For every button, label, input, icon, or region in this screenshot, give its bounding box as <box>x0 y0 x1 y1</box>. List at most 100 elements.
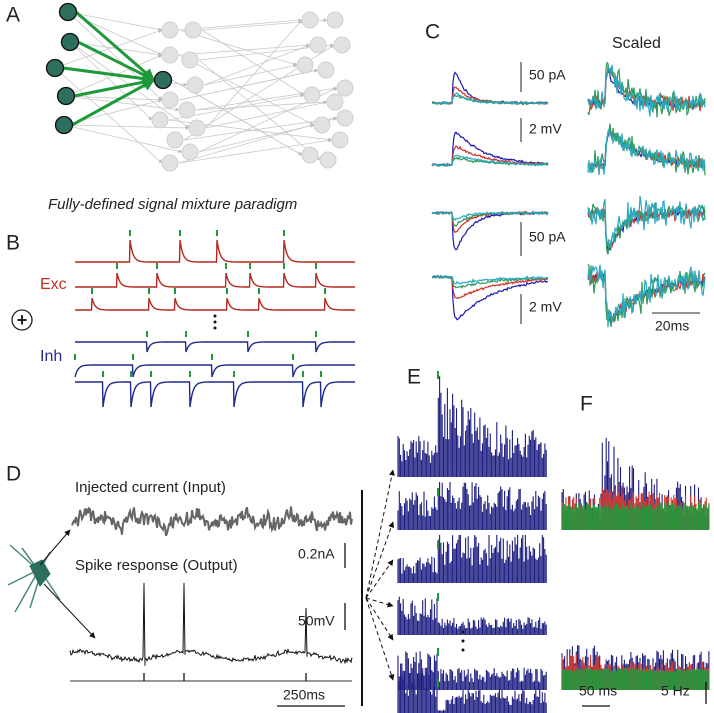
neuron <box>319 151 337 169</box>
inh-label: Inh <box>40 348 62 365</box>
green-connection <box>71 78 156 127</box>
connection <box>54 29 163 69</box>
connection <box>198 123 315 153</box>
exc-label: Exc <box>40 276 67 293</box>
spike-train <box>75 239 355 263</box>
scaled-label: Scaled <box>612 35 661 52</box>
drawing <box>7 2 710 713</box>
connection <box>65 95 180 112</box>
ellipsis-dot <box>213 314 217 318</box>
scale-label: 250ms <box>283 687 325 703</box>
scale-label: 50mV <box>298 613 335 629</box>
current-trace <box>587 64 706 117</box>
neuron <box>326 11 344 29</box>
spike-train <box>75 297 355 311</box>
histogram <box>397 673 547 713</box>
neuron <box>336 79 354 97</box>
histogram <box>561 502 710 530</box>
histogram <box>397 596 547 635</box>
scale-label: 50 ms <box>579 683 617 699</box>
panel-label: C <box>425 21 440 44</box>
dashed-arrow <box>365 469 395 599</box>
scale-label: 20ms <box>655 318 689 334</box>
current-trace <box>587 264 706 328</box>
neuron-soma <box>29 559 51 587</box>
connection <box>63 124 190 130</box>
neuron <box>336 109 354 127</box>
connection <box>201 29 305 96</box>
connection <box>67 11 163 32</box>
neuron <box>161 46 179 64</box>
input-trace <box>71 506 353 537</box>
neuron <box>301 146 319 164</box>
connection <box>195 100 328 111</box>
scale-label: 50 pA <box>529 67 566 83</box>
connection <box>178 117 338 164</box>
neuron <box>45 58 65 78</box>
neuron <box>184 21 202 39</box>
output-label: Spike response (Output) <box>75 557 238 574</box>
spike-train <box>75 341 355 353</box>
current-trace <box>587 128 706 175</box>
neuron-sketch <box>7 544 61 613</box>
scale-label: 0.2nA <box>298 546 335 562</box>
green-connection <box>62 66 156 85</box>
connection <box>178 138 333 164</box>
arrow <box>43 583 96 639</box>
ellipsis-dot <box>213 320 217 324</box>
neuron <box>186 76 204 94</box>
connection <box>178 43 311 56</box>
connection <box>183 116 338 141</box>
output-trace <box>69 582 353 666</box>
connection <box>54 67 163 164</box>
neuron <box>188 119 206 137</box>
scale-label: 2 mV <box>529 121 562 137</box>
panel-label: F <box>580 393 593 416</box>
neuron <box>301 11 319 29</box>
spike-train <box>74 364 355 378</box>
neuron <box>54 115 74 135</box>
neuron <box>166 131 184 149</box>
panel-label: A <box>6 4 20 27</box>
current-trace <box>431 210 549 221</box>
connection <box>203 44 311 86</box>
dashed-arrow <box>365 597 395 681</box>
connection <box>205 100 328 129</box>
dashed-arrow <box>365 597 394 608</box>
current-trace <box>587 195 706 250</box>
ellipsis-dot <box>461 648 465 652</box>
neuron <box>181 143 199 161</box>
neuron <box>331 131 349 149</box>
panel-label: D <box>6 463 21 486</box>
neuron <box>296 56 314 74</box>
histogram <box>561 668 710 690</box>
ellipsis-dot <box>213 326 217 330</box>
connection <box>65 95 163 102</box>
neuron <box>326 93 344 111</box>
green-connection <box>75 10 155 82</box>
plus-circle <box>11 309 33 331</box>
panel-title: Fully-defined signal mixture paradigm <box>48 196 297 213</box>
neuron <box>317 61 335 79</box>
neuron <box>178 101 196 119</box>
spike-train <box>75 272 355 288</box>
connection <box>69 41 153 121</box>
connection <box>203 63 298 86</box>
current-trace <box>431 154 549 168</box>
connection <box>63 124 183 154</box>
histogram <box>397 376 547 477</box>
scale-label: 5 Hz <box>661 683 690 699</box>
panel-label: E <box>407 366 421 389</box>
neuron <box>303 86 321 104</box>
neuron <box>313 116 331 134</box>
neuron <box>153 70 173 90</box>
neuron <box>181 51 199 69</box>
connection <box>178 54 315 126</box>
scale-label: 50 pA <box>529 229 566 245</box>
green-connection <box>73 76 156 98</box>
scale-label: 2 mV <box>529 299 562 315</box>
neuron <box>151 111 169 129</box>
connection <box>178 68 319 101</box>
plus-sign: + <box>17 310 28 330</box>
dashed-arrow <box>365 559 394 599</box>
